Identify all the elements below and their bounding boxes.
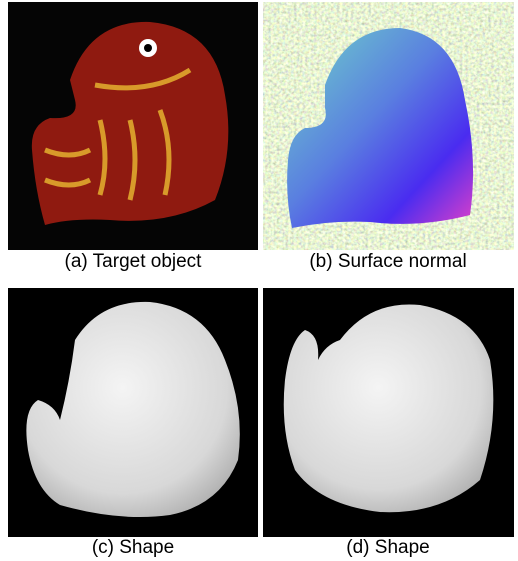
caption: (b) Surface normal xyxy=(309,251,466,272)
page: (a) Target object (b) Surface normal (c)… xyxy=(0,0,518,561)
caption: (a) Target object xyxy=(65,251,203,272)
fish-pupil xyxy=(144,44,152,52)
figure: (a) Target object (b) Surface normal (c)… xyxy=(0,0,518,561)
panel-d: (d) Shape xyxy=(263,288,514,558)
panel-a: (a) Target object xyxy=(8,2,258,272)
panel-c: (c) Shape xyxy=(8,288,258,558)
caption: (d) Shape xyxy=(346,537,429,558)
caption: (c) Shape xyxy=(92,537,174,558)
panel-b: (b) Surface normal xyxy=(263,2,514,272)
